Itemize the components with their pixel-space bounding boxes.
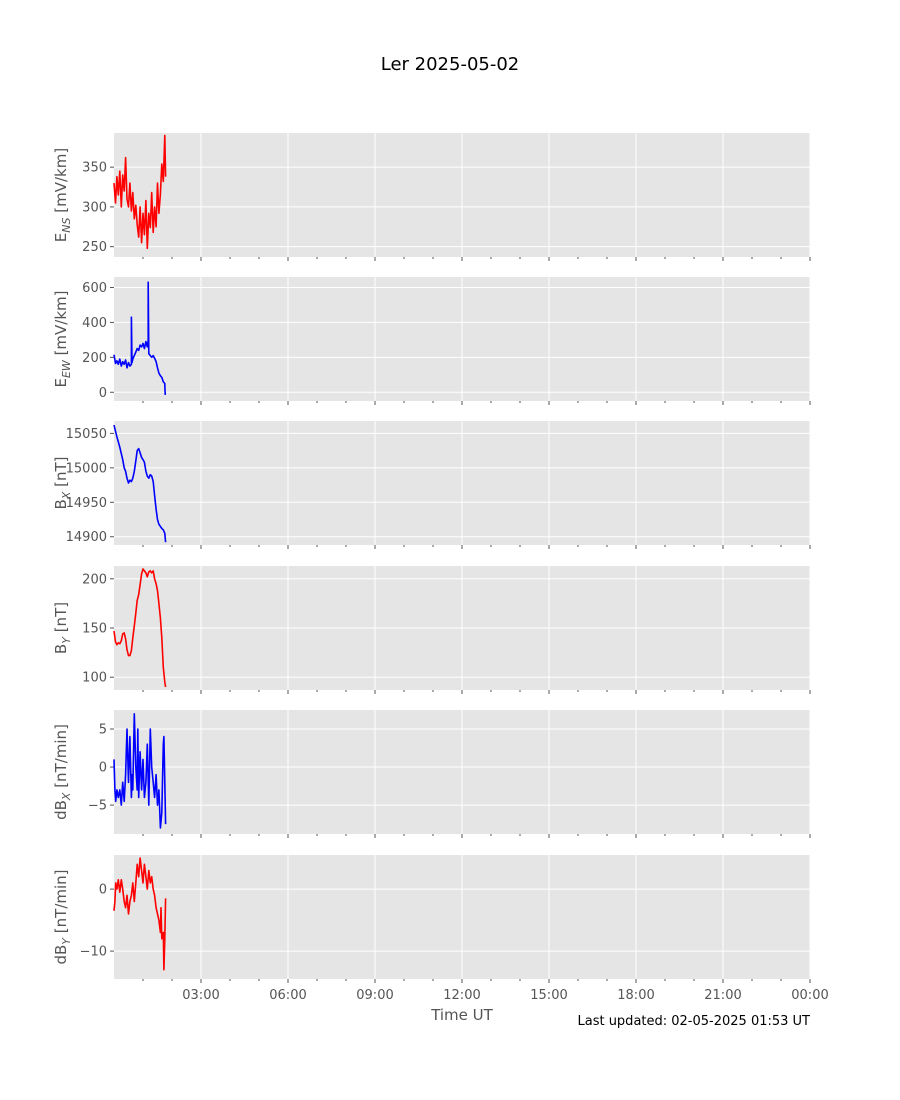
y-label-main: E — [52, 233, 70, 242]
x-tick-label: 03:00 — [182, 988, 219, 1003]
x-tick-label: 06:00 — [269, 988, 306, 1003]
y-tick-label: 150 — [82, 622, 107, 637]
series-line — [113, 857, 167, 971]
y-label-unit: [nT/min] — [52, 724, 70, 792]
y-label-unit: [nT] — [52, 602, 70, 637]
series-line — [113, 568, 167, 688]
series-line — [113, 424, 167, 543]
y-tick-label: 600 — [82, 281, 107, 296]
y-axis-label: BY [nT] — [52, 602, 73, 654]
y-tick-label: 0 — [99, 883, 107, 898]
y-tick-label: 300 — [82, 200, 107, 215]
x-axis-label: Time UT — [430, 1006, 493, 1024]
panel-2: 0 200 400 600 EEW [mV/km] — [52, 277, 811, 405]
y-label-main: B — [52, 499, 70, 509]
y-label-subscript: X — [60, 491, 73, 500]
y-label-main: B — [52, 644, 70, 654]
series-line — [113, 712, 167, 829]
y-label-unit: [mV/km] — [52, 148, 70, 218]
y-label-main: dB — [52, 800, 70, 820]
y-axis-label: dBX [nT/min] — [52, 724, 73, 820]
chart-title: Ler 2025-05-02 — [381, 54, 520, 75]
panel-5: −5 0 5 dBX [nT/min] — [52, 710, 811, 838]
x-tick-label: 12:00 — [443, 988, 480, 1003]
y-tick-label: 15000 — [66, 461, 107, 476]
y-tick-label: 14900 — [66, 530, 107, 545]
last-updated-text: Last updated: 02-05-2025 01:53 UT — [577, 1014, 810, 1029]
y-tick-label: 5 — [99, 723, 107, 738]
panel-6: −10 0 dBY [nT/min] — [52, 855, 811, 983]
x-axis: 03:00 06:00 09:00 12:00 15:00 18:00 21:00 00:00 — [182, 988, 828, 1003]
panel-3: 14900 14950 15000 15050 BX [nT] — [52, 421, 811, 549]
y-label-unit: [mV/km] — [52, 290, 70, 360]
y-label-main: E — [52, 378, 70, 387]
y-label-unit: [nT] — [52, 457, 70, 492]
series-line — [113, 281, 167, 395]
y-tick-label: 200 — [82, 351, 107, 366]
x-tick-label: 09:00 — [356, 988, 393, 1003]
y-label-subscript: Y — [60, 937, 73, 945]
y-label-subscript: Y — [60, 636, 73, 644]
panel-4: 100 150 200 BY [nT] — [52, 566, 811, 694]
y-tick-label: 350 — [82, 161, 107, 176]
y-tick-label: −10 — [80, 945, 107, 960]
y-tick-label: 400 — [82, 316, 107, 331]
y-label-subscript: EW — [60, 359, 73, 378]
x-tick-label: 15:00 — [530, 988, 567, 1003]
series-line — [113, 134, 167, 250]
y-label-unit: [nT/min] — [52, 869, 70, 937]
y-axis-label: EEW [mV/km] — [52, 290, 73, 387]
x-tick-label: 00:00 — [791, 988, 828, 1003]
y-label-subscript: NS — [60, 217, 73, 232]
y-tick-label: 14950 — [66, 496, 107, 511]
y-tick-label: 200 — [82, 572, 107, 587]
y-tick-label: 0 — [99, 386, 107, 401]
y-tick-label: 250 — [82, 240, 107, 255]
y-label-subscript: X — [60, 792, 73, 801]
y-label-main: dB — [52, 945, 70, 965]
y-tick-label: −5 — [88, 799, 107, 814]
panel-1: 250 300 350 ENS [mV/km] — [52, 133, 811, 261]
y-tick-label: 100 — [82, 671, 107, 686]
y-axis-label: BX [nT] — [52, 457, 73, 510]
x-tick-label: 18:00 — [617, 988, 654, 1003]
x-tick-label: 21:00 — [704, 988, 741, 1003]
y-axis-label: ENS [mV/km] — [52, 148, 73, 242]
y-axis-label: dBY [nT/min] — [52, 869, 73, 964]
y-tick-label: 0 — [99, 761, 107, 776]
y-tick-label: 15050 — [66, 427, 107, 442]
